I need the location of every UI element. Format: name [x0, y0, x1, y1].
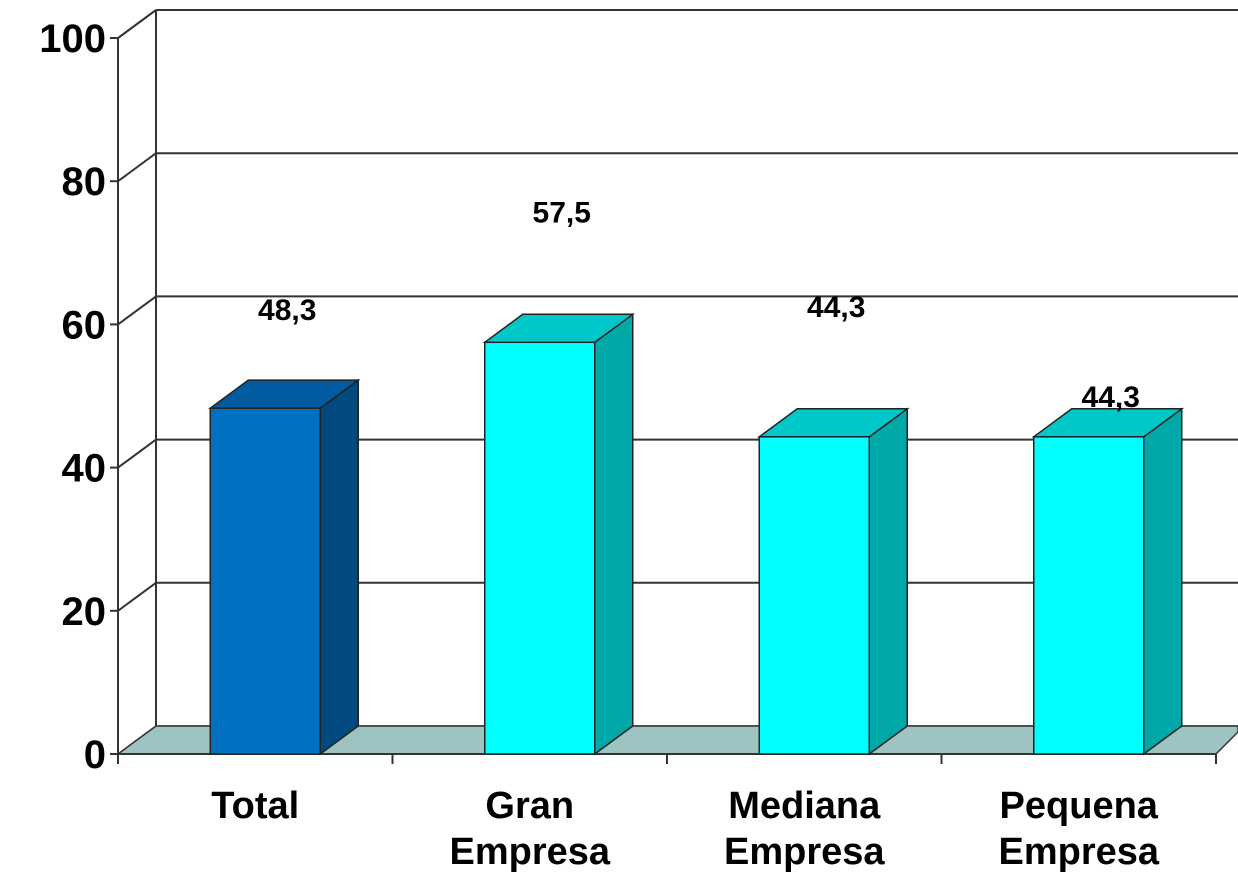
bar [1031, 407, 1185, 756]
bars [207, 312, 1185, 756]
category-label: Pequena Empresa [998, 785, 1159, 873]
bar [207, 378, 361, 756]
y-tick-label: 100 [39, 17, 106, 61]
bar-side [319, 378, 359, 756]
y-axis: 0 20 40 60 80 100 [39, 17, 1217, 777]
category-label-line: Empresa [998, 831, 1159, 873]
y-tick-label: 0 [84, 733, 106, 777]
category-label-line: Total [211, 785, 299, 827]
data-label: 44,3 [1082, 381, 1140, 414]
data-labels: 48,3 57,5 44,3 44,3 [258, 196, 1140, 414]
category-label: Mediana Empresa [724, 785, 885, 873]
data-label: 44,3 [807, 291, 865, 324]
bar-front [209, 407, 321, 755]
gridline-side [117, 295, 157, 326]
y-tick-label: 80 [62, 160, 107, 204]
gridline-side [117, 152, 157, 183]
gridline-side [117, 438, 157, 469]
bar-front [1033, 436, 1145, 755]
category-label: Total [211, 785, 299, 827]
category-label-line: Mediana [728, 785, 881, 827]
bar [756, 407, 910, 756]
category-label-line: Empresa [724, 831, 885, 873]
category-label-line: Gran [485, 785, 574, 827]
y-tick-label: 60 [62, 303, 107, 347]
bar-side [868, 407, 908, 756]
bar [482, 312, 636, 756]
gridline-side [117, 9, 157, 39]
category-label-line: Empresa [449, 831, 610, 873]
bar-front [758, 436, 870, 755]
y-tick-label: 40 [62, 447, 107, 491]
category-label: Gran Empresa [449, 785, 610, 873]
data-label: 48,3 [258, 294, 316, 327]
bar-side [1143, 407, 1183, 756]
gridline-side [117, 581, 157, 612]
bar-front [484, 341, 596, 755]
y-tick-label: 20 [62, 590, 107, 634]
data-label: 57,5 [533, 196, 591, 229]
category-label-line: Pequena [1000, 785, 1159, 827]
bar-side [594, 312, 634, 756]
